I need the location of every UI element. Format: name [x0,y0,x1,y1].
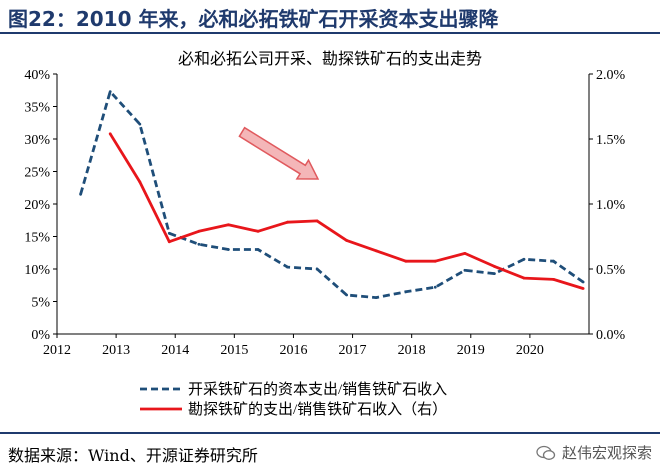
series-layer [79,90,585,299]
series-capex-ratio-point [138,122,142,126]
series-capex-ratio-point [286,265,289,269]
chart: 必和必拓公司开采、勘探铁矿石的支出走势 0% 5% 10% 15% 20% 25% 30% 3… [24,50,625,418]
legend-label-2: 勘探铁矿的支出/销售铁矿石收入（右） [188,401,447,418]
series-capex-ratio-point [256,248,260,251]
series-exploration-ratio-point [108,132,112,136]
y-left-tick-label: 10% [24,263,50,278]
y-left-tick-label: 15% [24,231,50,246]
y-right-tick-label: 2.0% [596,68,626,83]
series-exploration-ratio-point [256,229,260,233]
series-capex-ratio-point [227,248,230,251]
y-left-tick-label: 0% [31,328,50,343]
series-exploration-ratio-point [286,220,289,224]
y-left-tick-label: 30% [24,133,50,148]
series-exploration-ratio-point [433,259,437,263]
y-right-tick-label: 0.0% [596,328,626,343]
annotation-layer [238,126,320,180]
series-exploration-ratio-point [138,180,142,184]
series-capex-ratio-point [315,267,319,271]
series-capex-ratio-point [404,290,408,294]
series-exploration-ratio-point [167,240,171,244]
x-tick-label: 2018 [398,343,426,358]
wechat-icon [536,445,556,461]
y-right-tick-label: 1.0% [596,198,626,213]
series-exploration-ratio-point [463,252,467,255]
legend-label-1: 开采铁矿石的资本支出/销售铁矿石收入 [188,381,447,398]
y-left-tick-label: 20% [24,198,50,213]
y-right-tick-label: 1.5% [596,133,626,148]
series-capex-ratio-point [522,257,526,261]
series-exploration-ratio-point [493,265,496,268]
plot-axes: 0% 5% 10% 15% 20% 25% 30% 35% 40% 0.0% 0.5% 1.0% 1.5… [24,68,625,358]
series-exploration-ratio-point [315,219,319,223]
series-exploration-ratio-point [374,249,378,253]
watermark: 赵伟宏观探索 [536,442,652,463]
series-exploration-ratio-point [345,239,348,242]
series-capex-ratio-point [345,293,348,297]
chart-title: 必和必拓公司开采、勘探铁矿石的支出走势 [178,50,482,68]
series-exploration-ratio-point [404,259,408,263]
y-right-tick-label: 0.5% [596,263,626,278]
x-tick-label: 2014 [161,343,189,358]
series-exploration-ratio-point [552,278,555,281]
series-capex-ratio-point [197,242,201,246]
watermark-text: 赵伟宏观探索 [561,444,652,462]
figure-footer: 数据来源：Wind、开源证券研究所 赵伟宏观探索 [0,432,660,472]
x-tick-label: 2013 [102,343,130,358]
series-exploration-ratio-point [522,276,526,280]
series-capex-ratio-point [463,268,467,272]
source-note: 数据来源：Wind、开源证券研究所 [8,446,258,465]
x-tick-label: 2016 [279,343,307,358]
x-tick-label: 2012 [43,343,71,358]
y-left-tick-label: 35% [24,101,50,116]
series-capex-ratio-point [79,192,82,196]
series-capex-ratio-point [493,272,496,275]
series-capex-ratio-point [374,296,378,299]
x-tick-label: 2015 [220,343,248,358]
figure-title: 图22：2010 年来，必和必拓铁矿石开采资本支出骤降 [8,7,499,31]
series-exploration-ratio-point [581,287,585,290]
trend-arrow [238,126,320,180]
series-capex-ratio-point [581,280,585,284]
series-exploration-ratio-point [197,229,201,233]
y-left-tick-label: 25% [24,166,50,181]
series-capex-ratio-point [433,285,437,289]
y-left-tick-label: 5% [31,296,50,311]
x-tick-label: 2019 [457,343,485,358]
series-exploration-ratio-point [227,223,230,227]
x-tick-label: 2017 [339,343,367,358]
figure-header: 图22：2010 年来，必和必拓铁矿石开采资本支出骤降 [0,0,660,34]
x-tick-label: 2020 [516,343,544,358]
series-capex-ratio-point [108,90,112,93]
series-capex-ratio [79,90,584,299]
y-left-tick-label: 40% [24,68,50,83]
series-capex-ratio-point [167,231,171,235]
series-capex-ratio-point [552,259,555,263]
